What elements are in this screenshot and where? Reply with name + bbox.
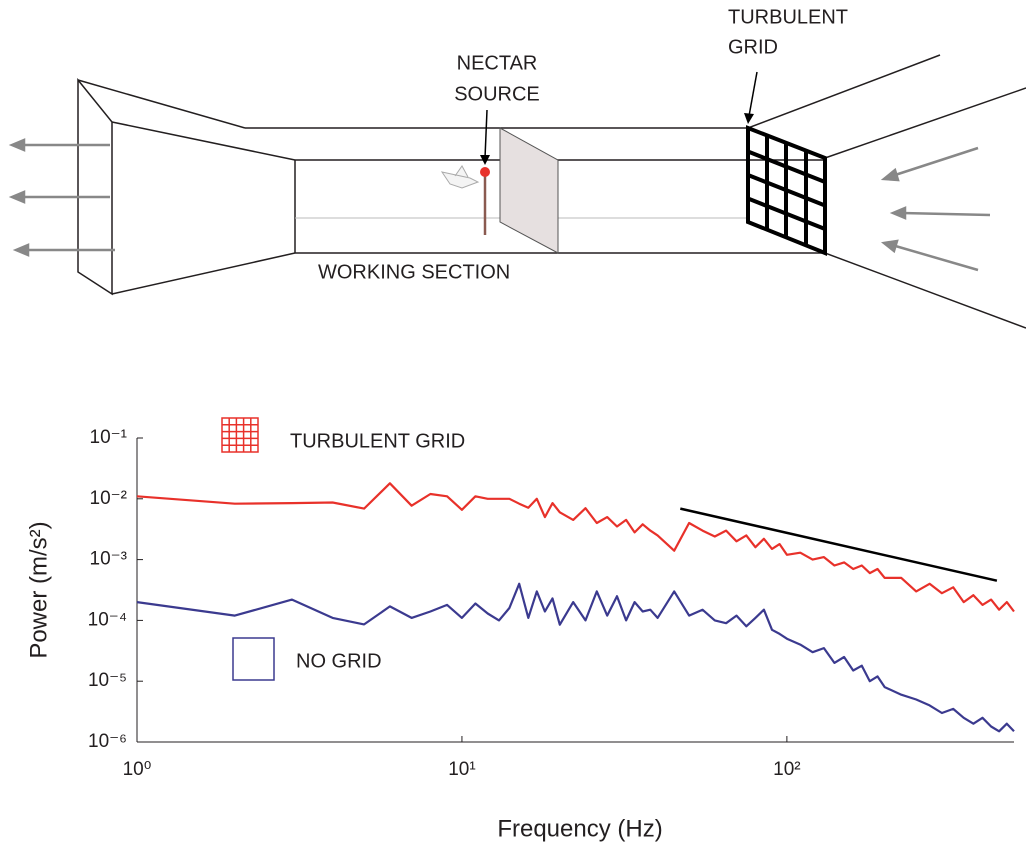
y-tick-label: 10⁻⁴	[88, 609, 127, 630]
pointer-head	[480, 155, 490, 165]
y-tick-label: 10⁻²	[90, 488, 128, 509]
inlet-edge	[747, 54, 941, 129]
y-axis-label: Power (m/s²)	[25, 521, 52, 658]
diagram-label: NECTAR	[457, 52, 538, 74]
flow-arrows	[8, 138, 991, 272]
screen-panel	[499, 127, 559, 254]
x-tick-label: 10²	[773, 759, 800, 780]
legend-label: TURBULENT GRID	[290, 430, 465, 452]
exhaust-face	[77, 77, 113, 296]
diagram-label: GRID	[728, 36, 778, 58]
x-axis-label: Frequency (Hz)	[497, 815, 662, 842]
legend-icon	[232, 637, 275, 681]
inlet-edge	[824, 87, 1026, 159]
inlet-edge	[824, 252, 1026, 329]
y-tick-label: 10⁻³	[90, 549, 128, 570]
pointer	[748, 71, 758, 117]
x-tick-label: 10¹	[448, 759, 475, 780]
diffuser-edge	[111, 121, 296, 161]
pointer-head	[744, 113, 754, 124]
wind-tunnel	[8, 54, 1026, 329]
y-tick-label: 10⁻⁶	[88, 731, 127, 752]
series-line	[136, 482, 1015, 613]
reference-line	[680, 507, 998, 582]
x-tick-label: 10⁰	[123, 759, 152, 780]
diagram-label: SOURCE	[454, 83, 540, 105]
y-tick-label: 10⁻⁵	[88, 670, 127, 691]
legend-icon	[221, 417, 259, 453]
turbulent-grid	[746, 125, 827, 256]
y-tick-label: 10⁻¹	[90, 427, 128, 448]
diagram-label: WORKING SECTION	[318, 261, 510, 283]
moth	[440, 165, 480, 189]
diffuser-edge	[111, 252, 296, 295]
chart: 10⁻¹ 10⁻² 10⁻³ 10⁻⁴ 10⁻⁵ 10⁻⁶ 10⁰ 10¹ 10² Frequen…	[25, 417, 1015, 842]
diagram-label: TURBULENT	[728, 6, 848, 28]
diffuser-edge	[77, 79, 246, 129]
series-line	[136, 582, 1015, 733]
pointer	[484, 109, 488, 159]
nectar-source	[480, 167, 490, 177]
legend-label: NO GRID	[296, 650, 382, 672]
